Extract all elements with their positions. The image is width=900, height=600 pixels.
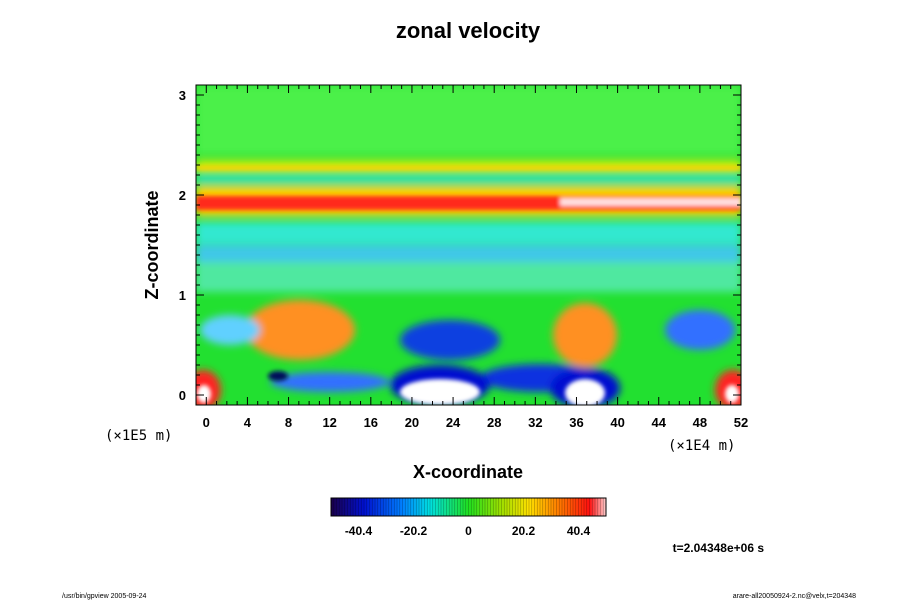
colorbar-ticks: -40.4 -20.2 0 20.2 40.4 xyxy=(345,524,591,538)
negative-cell-left xyxy=(200,315,260,345)
x-tick-label: 4 xyxy=(244,415,252,430)
colorbar-tick-label: -40.4 xyxy=(345,524,373,538)
x-tick-label: 12 xyxy=(322,415,336,430)
x-tick-label: 24 xyxy=(446,415,461,430)
x-tick-label: 20 xyxy=(405,415,419,430)
colorbar-tick-label: 20.2 xyxy=(512,524,536,538)
cyan-band xyxy=(196,222,741,244)
y-tick-label: 0 xyxy=(179,388,186,403)
colorbar-stripes xyxy=(333,498,604,516)
x-tick-label: 28 xyxy=(487,415,501,430)
colorbar-tick-label: 40.4 xyxy=(567,524,591,538)
y-tick-label: 3 xyxy=(179,88,186,103)
white-patch-center xyxy=(400,379,480,405)
jet-core xyxy=(560,198,741,206)
positive-cell-right xyxy=(553,303,617,367)
white-patch-edge-right xyxy=(725,385,739,403)
colorbar-tick-label: 0 xyxy=(465,524,472,538)
colorbar xyxy=(330,497,607,517)
mid-field xyxy=(196,262,741,292)
y-tick-marks: 0 1 2 3 xyxy=(179,88,741,403)
x-tick-marks: 0 4 8 12 16 20 24 28 32 36 40 44 48 52 xyxy=(203,85,748,430)
white-patch-right xyxy=(565,379,605,405)
x-tick-label: 52 xyxy=(734,415,748,430)
heatmap-field xyxy=(196,85,741,405)
upper-field xyxy=(196,85,741,155)
time-label: t=2.04348e+06 s xyxy=(673,541,765,555)
low-blue-band xyxy=(270,372,390,392)
negative-cell-right xyxy=(665,310,735,350)
x-tick-label: 16 xyxy=(364,415,378,430)
footer-left: /usr/bin/gpview 2005-09-24 xyxy=(62,593,147,600)
x-tick-label: 48 xyxy=(693,415,707,430)
secondary-jet-core xyxy=(196,166,741,170)
y-tick-label: 2 xyxy=(179,188,186,203)
x-axis-label: X-coordinate xyxy=(413,462,523,482)
x-tick-label: 0 xyxy=(203,415,210,430)
x-tick-label: 32 xyxy=(528,415,542,430)
y-axis-label: Z-coordinate xyxy=(142,190,162,299)
colorbar-tick-label: -20.2 xyxy=(400,524,428,538)
x-tick-label: 40 xyxy=(610,415,624,430)
positive-cell-left xyxy=(245,300,355,360)
x-tick-label: 36 xyxy=(569,415,583,430)
white-patch-edge-left xyxy=(197,385,211,403)
westward-band xyxy=(196,245,741,263)
x-tick-label: 44 xyxy=(652,415,667,430)
footer-right: arare-all20050924-2.nc@velx,t=204348 xyxy=(733,593,856,600)
dark-spot xyxy=(268,371,288,381)
x-tick-label: 8 xyxy=(285,415,292,430)
negative-cell-center xyxy=(400,320,500,360)
chart-title: zonal velocity xyxy=(396,18,541,43)
x-unit-left: (×1E5 m) xyxy=(105,428,172,444)
cyan-band-upper xyxy=(196,175,741,183)
x-unit-right: (×1E4 m) xyxy=(668,438,735,454)
y-tick-label: 1 xyxy=(179,288,186,303)
